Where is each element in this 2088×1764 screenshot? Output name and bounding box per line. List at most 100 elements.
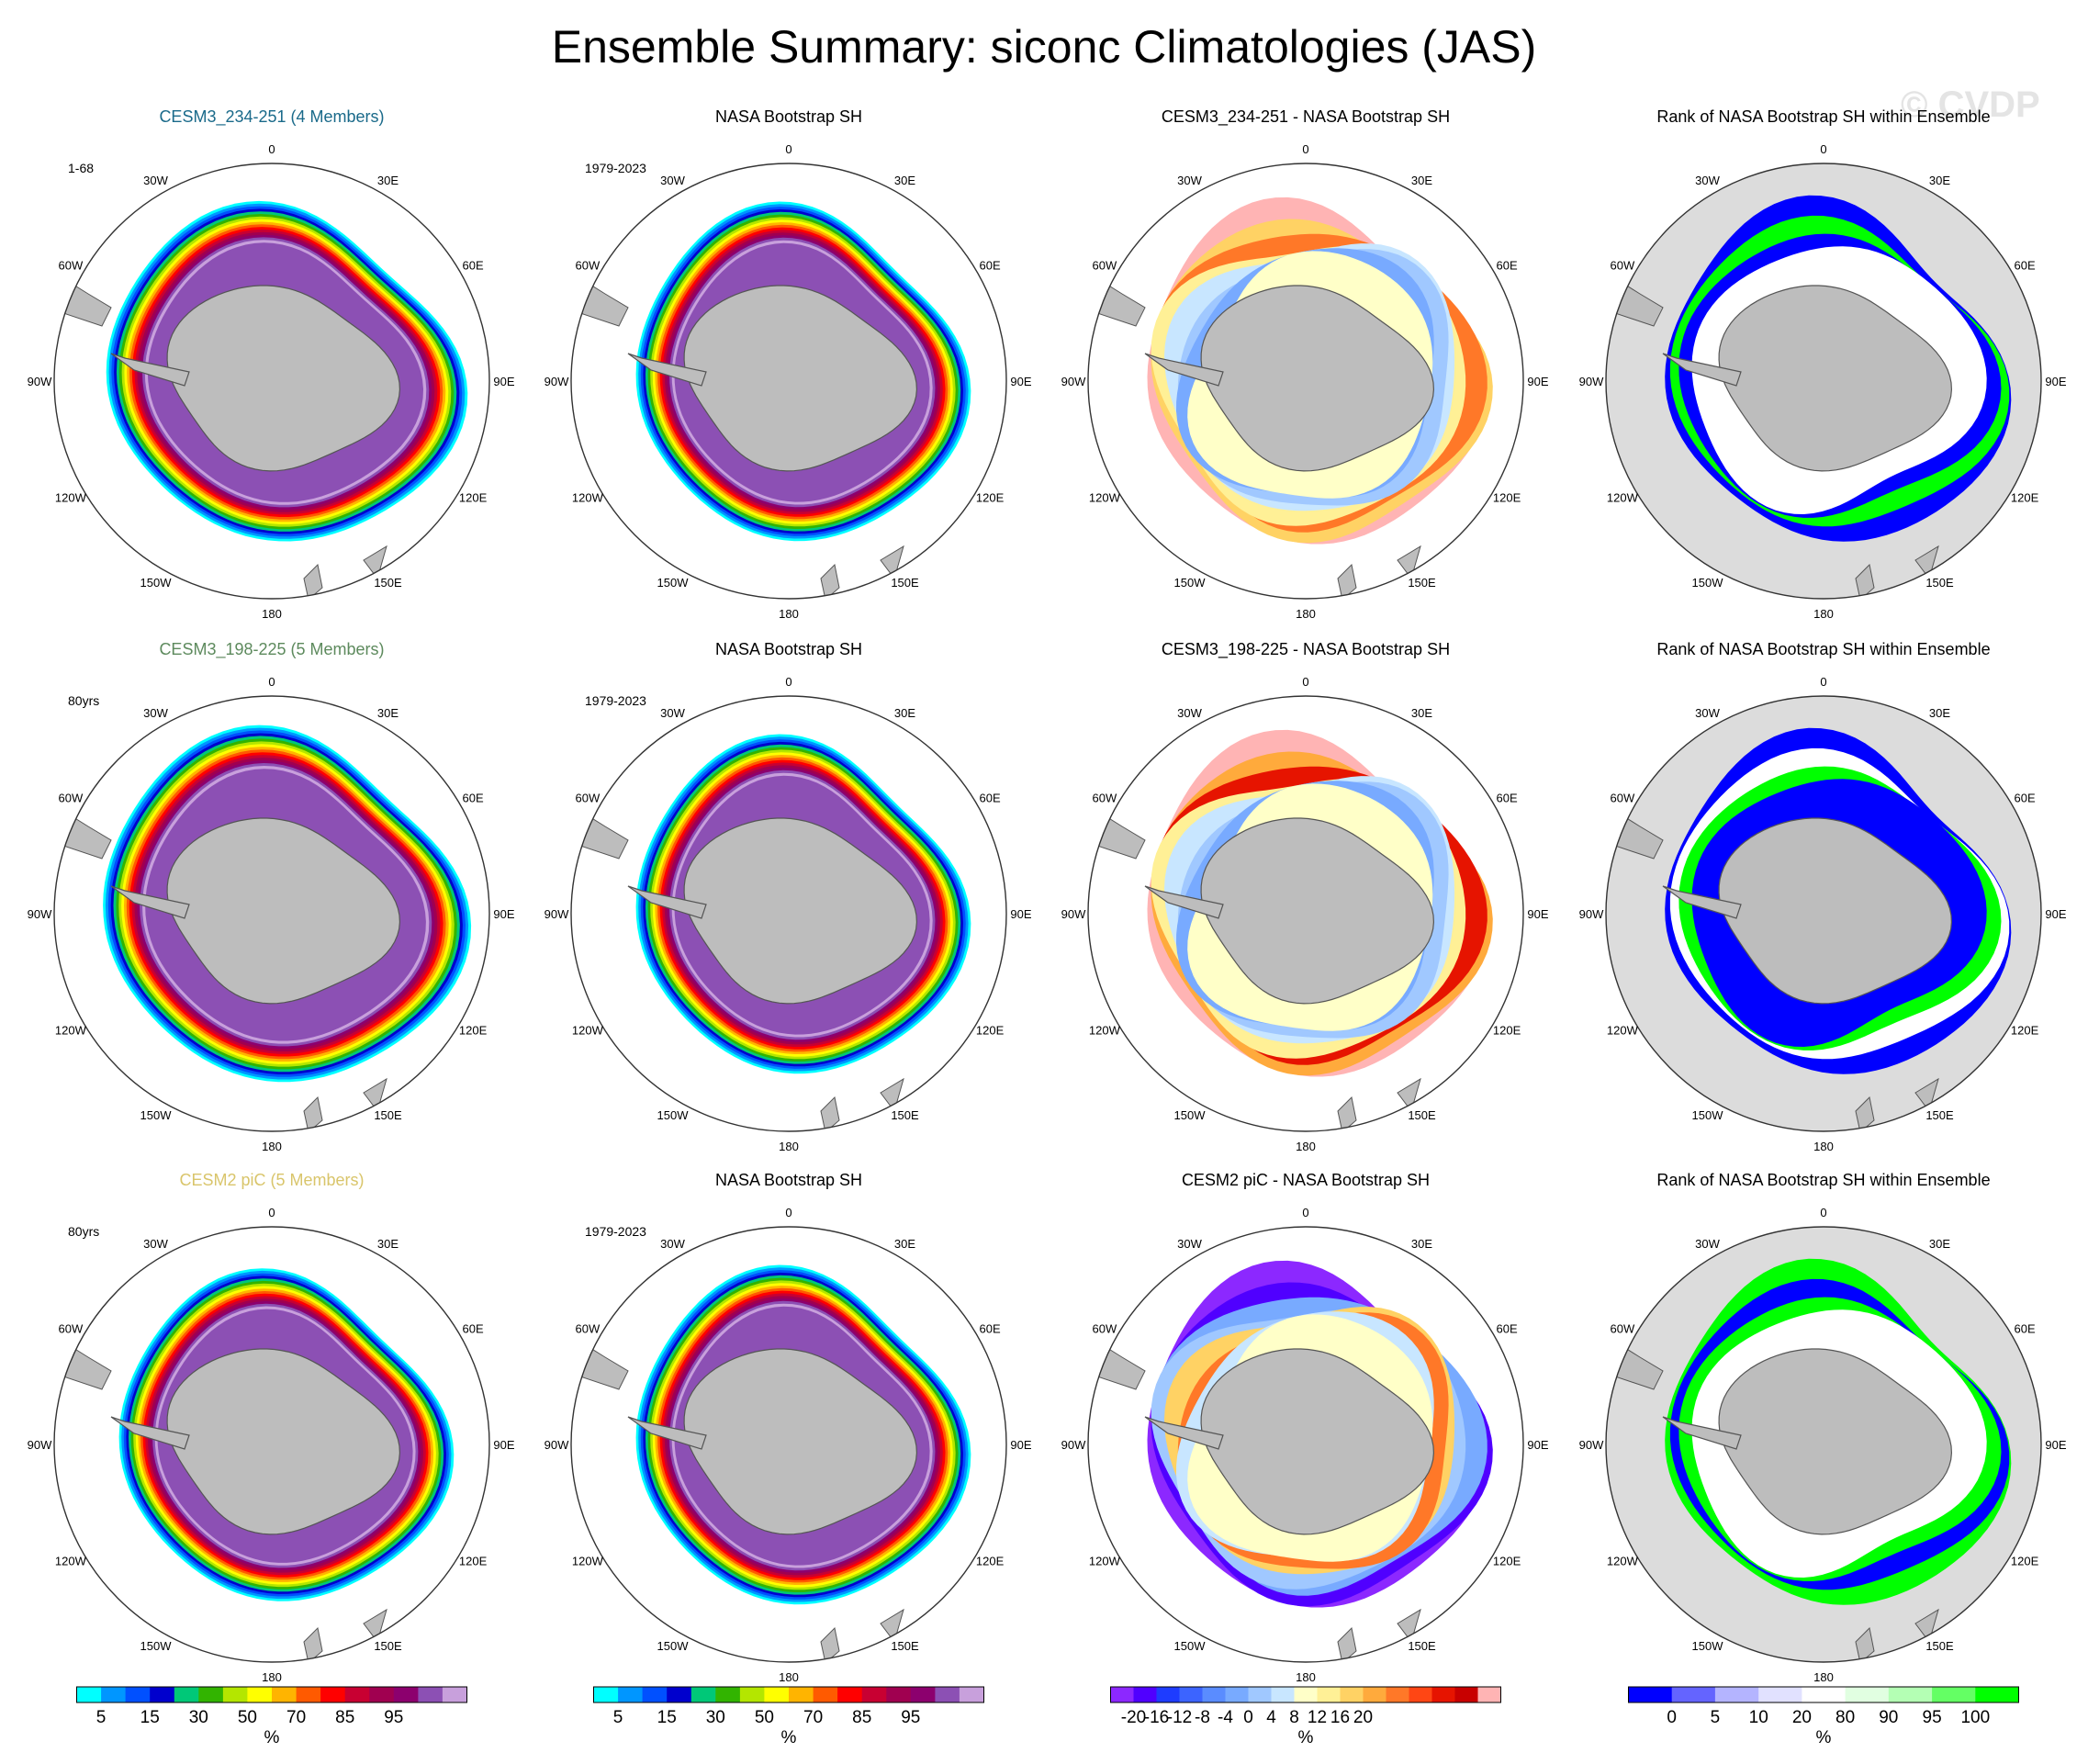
longitude-label: 0 <box>1820 142 1826 156</box>
longitude-label: 180 <box>1813 607 1834 621</box>
map-boundary <box>570 1226 1007 1663</box>
new-zealand-land <box>303 563 323 599</box>
panel-period-label: 1979-2023 <box>585 1224 646 1239</box>
colorbar-swatch <box>959 1687 984 1702</box>
panel-period-label: 80yrs <box>68 693 99 708</box>
longitude-label: 120E <box>459 491 488 505</box>
colorbar-tick-label: 90 <box>1879 1708 1898 1727</box>
antarctica-landmass <box>166 1348 401 1535</box>
colorbar-swatch <box>642 1687 668 1702</box>
longitude-label: 90W <box>1061 907 1086 921</box>
new-zealand-land <box>820 1626 840 1662</box>
longitude-label: 0 <box>785 142 791 156</box>
antarctica-landmass <box>1200 285 1435 472</box>
longitude-label: 60E <box>2015 259 2036 273</box>
longitude-label: 150E <box>1925 576 1954 590</box>
colorbar-swatch <box>1845 1687 1890 1702</box>
longitude-label: 90W <box>28 907 52 921</box>
map-panel: 0 30E 60E 90E 120E 150E 180 150W 120W 90W 60W 30W CE… <box>1061 1171 1549 1684</box>
longitude-label: 0 <box>268 675 275 689</box>
longitude-label: 60W <box>59 792 84 805</box>
longitude-label: 90E <box>1010 1438 1031 1452</box>
antarctica-landmass <box>683 1348 918 1535</box>
longitude-label: 150E <box>1925 1108 1954 1122</box>
antarctica-landmass <box>1718 1348 1953 1535</box>
antarctica-landmass <box>166 285 401 472</box>
colorbar-tick-label: 0 <box>1667 1708 1677 1727</box>
longitude-label: 150E <box>891 576 919 590</box>
colorbar-tick-label: 20 <box>1353 1708 1373 1727</box>
longitude-label: 60W <box>1093 792 1117 805</box>
colorbar-swatch <box>1758 1687 1802 1702</box>
tasmania-land <box>1397 545 1421 580</box>
colorbar-swatch <box>739 1687 765 1702</box>
colorbar-swatch <box>1340 1687 1364 1702</box>
longitude-label: 60E <box>980 792 1001 805</box>
colorbar-swatch <box>174 1687 199 1702</box>
longitude-label: 0 <box>1820 675 1826 689</box>
watermark: © CVDP <box>1901 84 2040 125</box>
longitude-label: 60E <box>463 792 484 805</box>
colorbar-swatch <box>1975 1687 2019 1702</box>
colorbar-swatch <box>1477 1687 1501 1702</box>
map-boundary <box>53 163 490 600</box>
colorbar-swatch <box>1248 1687 1272 1702</box>
longitude-label: 120E <box>976 1555 1005 1568</box>
longitude-label: 150W <box>140 1639 173 1653</box>
colorbar-swatch <box>886 1687 912 1702</box>
longitude-label: 150W <box>657 1639 690 1653</box>
longitude-label: 120E <box>459 1024 488 1038</box>
colorbar-swatch <box>125 1687 151 1702</box>
colorbar-tick-label: -8 <box>1195 1708 1210 1727</box>
longitude-label: 60E <box>2015 792 2036 805</box>
map-panel: 0 30E 60E 90E 120E 150E 180 150W 120W 90W 60W 30W CE… <box>1061 107 1549 621</box>
longitude-label: 180 <box>1296 1140 1316 1153</box>
colorbar-tick-label: 8 <box>1289 1708 1299 1727</box>
main-title: Ensemble Summary: siconc Climatologies (… <box>551 21 1537 73</box>
colorbar-tick-label: 4 <box>1266 1708 1276 1727</box>
longitude-label: 30W <box>143 1237 168 1251</box>
longitude-label: 150W <box>1692 576 1724 590</box>
longitude-label: 60E <box>463 1322 484 1336</box>
panel-period-label: 1979-2023 <box>585 161 646 175</box>
tasmania-land <box>1397 1608 1421 1644</box>
colorbar-tick-label: 50 <box>755 1708 774 1727</box>
colorbar-tick-label: 85 <box>335 1708 354 1727</box>
colorbar-tick-label: 5 <box>96 1708 107 1727</box>
colorbar-tick-label: 10 <box>1749 1708 1768 1727</box>
longitude-label: 90E <box>2045 1438 2066 1452</box>
tasmania-land <box>880 1077 904 1113</box>
map-panel: 0 30E 60E 90E 120E 150E 180 150W 120W 90W 60W 30W NA… <box>544 1171 1032 1684</box>
colorbar-unit-label: % <box>264 1728 280 1747</box>
map-boundary <box>1087 1226 1524 1663</box>
longitude-label: 120W <box>1089 1024 1121 1038</box>
panel-period-label: 1-68 <box>68 161 94 175</box>
colorbar-swatch <box>1671 1687 1716 1702</box>
new-zealand-land <box>1337 1095 1357 1131</box>
colorbar: 0 5 10 20 80 90 95 100% <box>1628 1686 2019 1747</box>
longitude-label: 90W <box>1579 1438 1604 1452</box>
longitude-label: 120E <box>1493 1555 1521 1568</box>
map-boundary <box>1087 695 1524 1132</box>
colorbar-swatch <box>418 1687 443 1702</box>
new-zealand-land <box>1337 563 1357 599</box>
panel-title: Rank of NASA Bootstrap SH within Ensembl… <box>1656 640 1990 658</box>
longitude-label: 30E <box>1411 706 1432 720</box>
longitude-label: 120E <box>1493 1024 1521 1038</box>
longitude-label: 30W <box>660 706 685 720</box>
longitude-label: 150E <box>1408 1108 1436 1122</box>
map-field <box>571 734 971 1131</box>
colorbar-tick-label: -12 <box>1167 1708 1192 1727</box>
longitude-label: 150W <box>1692 1639 1724 1653</box>
tasmania-land <box>1914 545 1939 580</box>
longitude-label: 90W <box>1061 375 1086 388</box>
map-panel: 0 30E 60E 90E 120E 150E 180 150W 120W 90W 60W 30W Ra… <box>1579 640 2067 1153</box>
longitude-label: 90E <box>493 375 514 388</box>
colorbar-tick-label: 50 <box>238 1708 257 1727</box>
colorbar-swatch <box>861 1687 887 1702</box>
longitude-label: 30W <box>1695 1237 1720 1251</box>
panel-period-label: 80yrs <box>68 1224 99 1239</box>
longitude-label: 90E <box>1527 907 1548 921</box>
longitude-label: 90W <box>544 375 569 388</box>
colorbar-swatch <box>1363 1687 1386 1702</box>
